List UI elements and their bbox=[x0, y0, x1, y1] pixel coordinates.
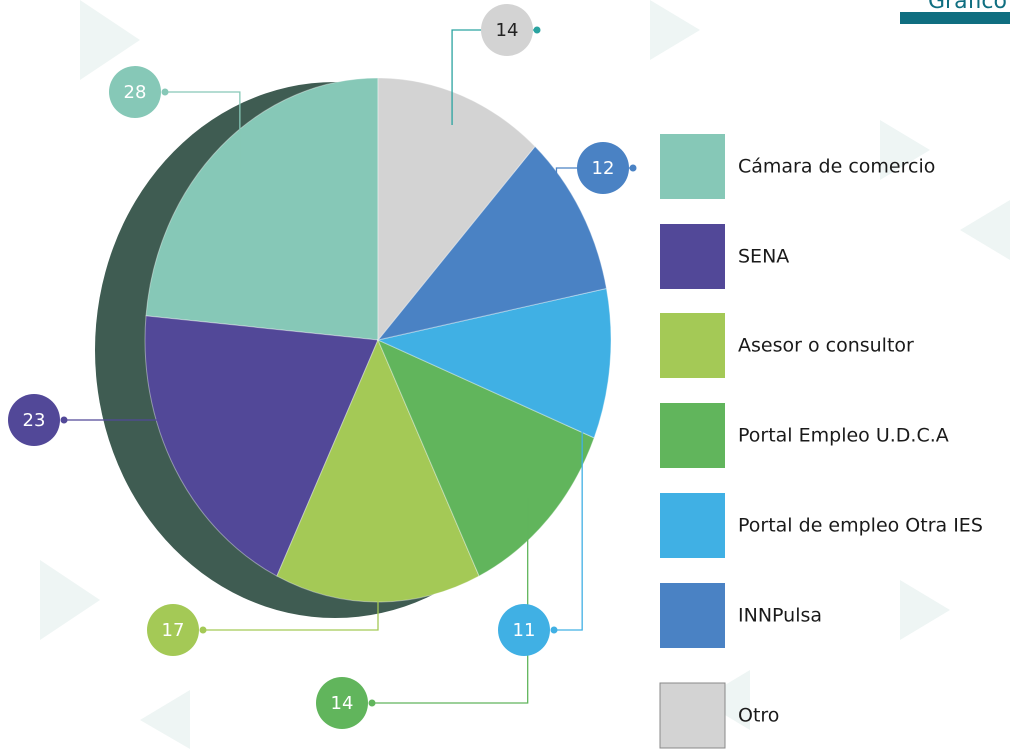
leader-dot bbox=[161, 88, 169, 96]
value-badge bbox=[498, 604, 550, 656]
leader-dot bbox=[199, 626, 207, 634]
leader-line bbox=[165, 91, 241, 170]
leader-line bbox=[203, 570, 379, 631]
legend-swatch bbox=[660, 313, 725, 378]
pie-slice bbox=[144, 315, 379, 577]
pie-slice bbox=[376, 287, 612, 439]
value-badge bbox=[147, 604, 199, 656]
value-label: 12 bbox=[592, 158, 615, 179]
legend-swatch bbox=[660, 224, 725, 289]
value-label: 28 bbox=[124, 82, 147, 103]
value-label: 11 bbox=[513, 620, 536, 641]
value-badge bbox=[481, 4, 533, 56]
pie-slice bbox=[376, 145, 608, 341]
leader-line bbox=[372, 497, 529, 704]
value-badge bbox=[8, 394, 60, 446]
pie-slice bbox=[377, 339, 595, 577]
pie-slice bbox=[145, 77, 379, 341]
pie-slice bbox=[377, 77, 536, 342]
value-badge bbox=[109, 66, 161, 118]
chart-title: Gráfico bbox=[928, 0, 1007, 14]
leader-dot bbox=[550, 626, 558, 634]
value-label: 17 bbox=[162, 620, 185, 641]
legend-label: Otro bbox=[738, 705, 779, 727]
leader-dot bbox=[60, 416, 68, 424]
leader-line bbox=[554, 361, 583, 631]
legend-label: Asesor o consultor bbox=[738, 335, 914, 357]
legend-swatch bbox=[660, 493, 725, 558]
legend-swatch bbox=[660, 583, 725, 648]
leader-dot bbox=[368, 699, 376, 707]
leader-dot bbox=[533, 26, 541, 34]
legend-swatch bbox=[660, 134, 725, 199]
leader-dot bbox=[629, 164, 637, 172]
value-label: 14 bbox=[496, 20, 519, 41]
value-badge bbox=[577, 142, 629, 194]
legend-swatch bbox=[660, 403, 725, 468]
legend-label: Portal Empleo U.D.C.A bbox=[738, 425, 949, 447]
title-bar bbox=[900, 12, 1010, 24]
legend-label: Portal de empleo Otra IES bbox=[738, 515, 983, 537]
legend-label: INNPulsa bbox=[738, 605, 822, 627]
legend-label: SENA bbox=[738, 246, 789, 268]
value-label: 14 bbox=[331, 693, 354, 714]
value-badge bbox=[316, 677, 368, 729]
value-label: 23 bbox=[23, 410, 46, 431]
legend-label: Cámara de comercio bbox=[738, 156, 935, 178]
legend-swatch bbox=[659, 682, 726, 749]
